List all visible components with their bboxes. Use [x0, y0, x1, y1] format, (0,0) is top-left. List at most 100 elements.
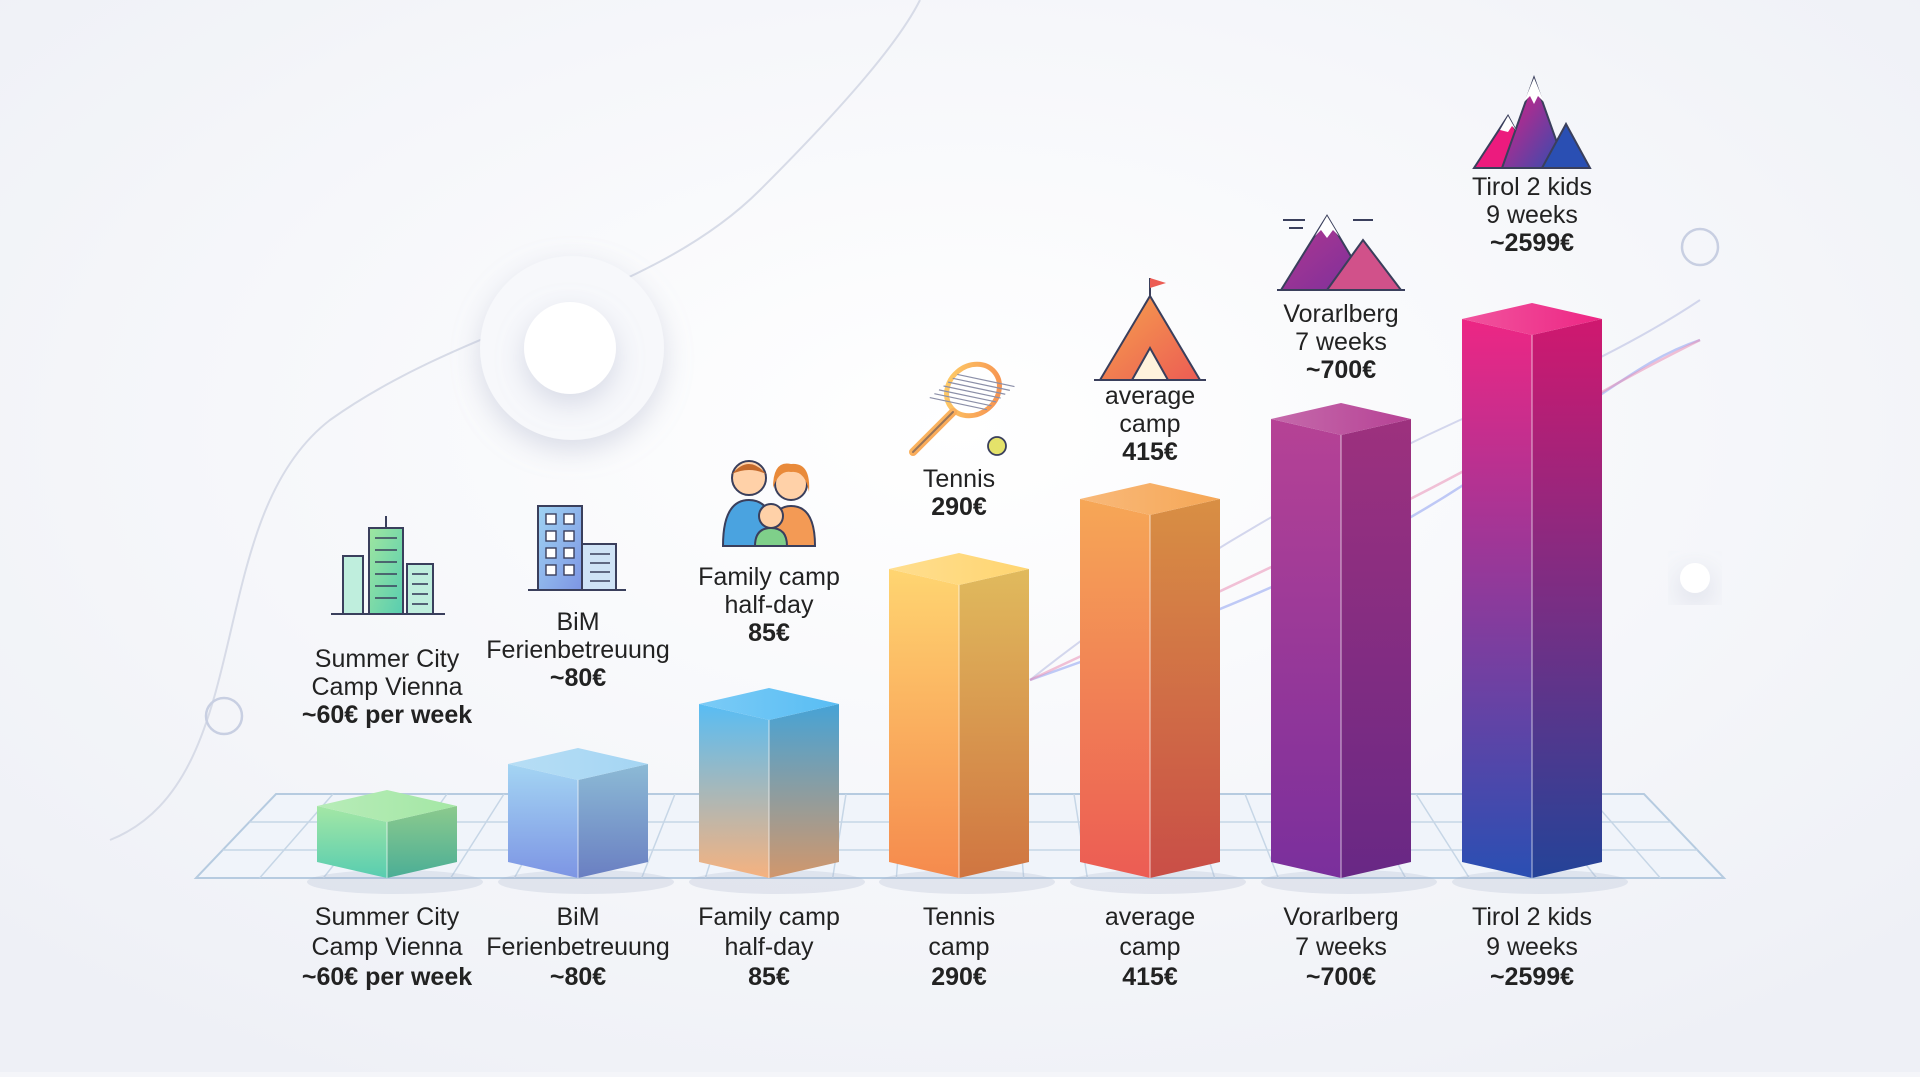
bar-top-label-line: Vorarlberg: [1283, 300, 1398, 328]
bar-top-label-line: Tennis: [923, 465, 995, 493]
category-axis-label: Family camp half-day 85€: [698, 903, 840, 991]
category-axis-label-line: Vorarlberg: [1283, 903, 1398, 931]
bar-face-left: [699, 704, 769, 878]
family-icon: [721, 460, 817, 547]
bar-3: [689, 688, 865, 894]
bar-1: [307, 790, 483, 894]
camping-tent-icon: [1094, 278, 1206, 381]
decor-disc: [524, 302, 616, 394]
bar-shadow: [1452, 870, 1628, 894]
bar-top-label-line: half-day: [725, 591, 814, 619]
bar-face-left: [1271, 419, 1341, 878]
bar-top-label-line: ~700€: [1306, 356, 1376, 384]
mountain-peaks-icon: [1472, 75, 1592, 169]
category-axis-label-line: Camp Vienna: [311, 933, 462, 961]
bar-shadow: [1261, 870, 1437, 894]
bar-top-label: Family camp half-day 85€: [698, 563, 840, 647]
bar-face-left: [508, 764, 578, 878]
mountains-icon: [1277, 214, 1405, 291]
bar-face-right: [769, 704, 839, 878]
bar-face-left: [889, 569, 959, 878]
decor-ring: [204, 696, 244, 736]
decor-curve: [109, 0, 921, 841]
category-axis-label-line: camp: [928, 933, 989, 961]
bar-top-label: Vorarlberg 7 weeks ~700€: [1283, 300, 1398, 384]
category-axis-label-line: average: [1105, 903, 1195, 931]
floor-grid-line: [831, 793, 847, 879]
bar-face-right: [387, 806, 457, 878]
bar-top-label-line: 85€: [748, 619, 790, 647]
category-axis-label: Summer City Camp Vienna ~60€ per week: [302, 903, 472, 991]
bar-face-top: [1080, 483, 1220, 515]
category-axis-label-line: 7 weeks: [1295, 933, 1387, 961]
category-axis-label: BiM Ferienbetreuung ~80€: [486, 903, 669, 991]
category-axis-label-line: ~700€: [1306, 963, 1376, 991]
bar-face-top: [317, 790, 457, 822]
bar-4: [879, 553, 1055, 894]
category-axis-label-line: BiM: [556, 903, 599, 931]
category-axis-label-line: Summer City: [315, 903, 460, 931]
bar-top-label: Tennis 290€: [923, 465, 995, 521]
category-axis-label-line: ~2599€: [1490, 963, 1574, 991]
bar-top-label-line: Tirol 2 kids: [1472, 173, 1592, 201]
bar-top-label-line: 7 weeks: [1295, 328, 1387, 356]
bar-shadow: [307, 870, 483, 894]
category-axis-label-line: Tennis: [923, 903, 995, 931]
bar-face-left: [1462, 319, 1532, 878]
office-building-icon: [528, 505, 626, 591]
bar-shadow: [689, 870, 865, 894]
bar-face-left: [317, 806, 387, 878]
category-axis-label-line: 290€: [931, 963, 987, 991]
bar-face-right: [1341, 419, 1411, 878]
bar-face-top: [1271, 403, 1411, 435]
category-axis-label: average camp 415€: [1105, 903, 1195, 991]
bar-face-top: [889, 553, 1029, 585]
bar-6: [1261, 403, 1437, 894]
bar-face-right: [578, 764, 648, 878]
category-axis-label-line: ~80€: [550, 963, 606, 991]
bar-top-label-line: ~60€ per week: [302, 701, 472, 729]
bar-shadow: [1070, 870, 1246, 894]
bar-top-label: Tirol 2 kids 9 weeks ~2599€: [1472, 173, 1592, 257]
bar-face-top: [1462, 303, 1602, 335]
bar-top-label: BiM Ferienbetreuung ~80€: [486, 608, 669, 692]
category-axis-label-line: ~60€ per week: [302, 963, 472, 991]
category-axis-label-line: 85€: [748, 963, 790, 991]
category-axis-label: Tirol 2 kids 9 weeks ~2599€: [1472, 903, 1592, 991]
category-axis-label: Vorarlberg 7 weeks ~700€: [1283, 903, 1398, 991]
bars-group: [307, 303, 1628, 894]
bar-shadow: [879, 870, 1055, 894]
bar-face-right: [959, 569, 1029, 878]
bar-top-label-line: Summer City: [315, 645, 460, 673]
category-axis-label-line: Family camp: [698, 903, 840, 931]
bar-top-label-line: 9 weeks: [1486, 201, 1578, 229]
bar-face-top: [508, 748, 648, 780]
bar-face-left: [1080, 499, 1150, 878]
city-skyline-icon: [331, 516, 445, 615]
decor-ring: [1680, 227, 1720, 267]
floor-grid-line: [450, 793, 505, 879]
bar-top-label-line: 290€: [931, 493, 987, 521]
bar-top-label-line: average: [1105, 382, 1195, 410]
bar-7: [1452, 303, 1628, 894]
floor-grid-line: [640, 793, 676, 879]
bar-face-top: [699, 688, 839, 720]
bar-top-label-line: ~80€: [550, 664, 606, 692]
category-axis-label: Tennis camp 290€: [923, 903, 995, 991]
category-axis-label-line: half-day: [725, 933, 814, 961]
bar-top-label-line: ~2599€: [1490, 229, 1574, 257]
decor-dot: [1680, 563, 1710, 593]
floor-grid-line: [1415, 793, 1470, 879]
bar-face-right: [1150, 499, 1220, 878]
bar-top-label: average camp 415€: [1105, 382, 1195, 466]
bar-2: [498, 748, 674, 894]
bar-top-label-line: camp: [1119, 410, 1180, 438]
bar-top-label: Summer City Camp Vienna ~60€ per week: [302, 645, 472, 729]
icons-group: [331, 75, 1592, 615]
bar-5: [1070, 483, 1246, 894]
bar-top-label-line: Family camp: [698, 563, 840, 591]
